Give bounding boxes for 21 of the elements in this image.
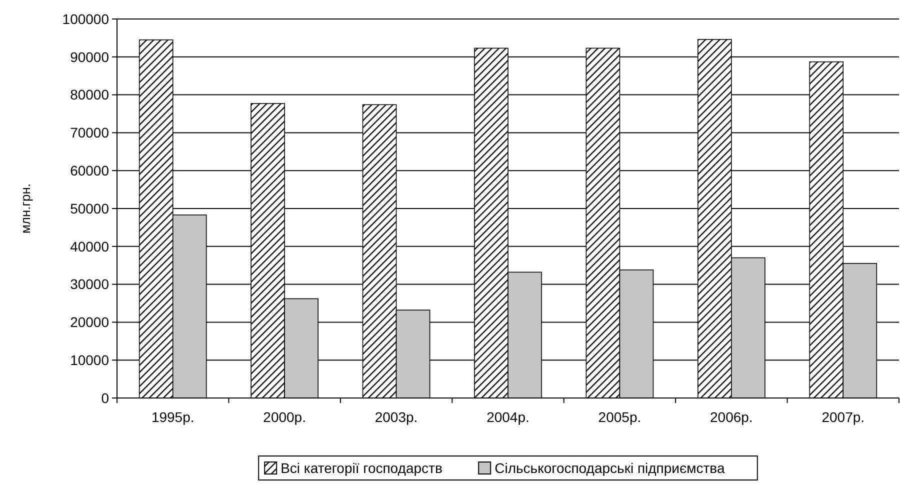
legend-label: Всі категорії господарств (280, 460, 442, 476)
x-tick-label: 2000р. (263, 409, 306, 425)
y-tick-label: 50000 (70, 200, 110, 216)
x-tick-label: 2006р. (710, 409, 753, 425)
y-tick-label: 60000 (70, 162, 110, 178)
x-tick-label: 2004р. (486, 409, 530, 425)
y-axis-title: млн.грн. (18, 183, 33, 234)
legend-label: Сільськогосподарські підприємства (494, 460, 725, 476)
y-tick-label: 20000 (70, 314, 110, 330)
y-tick-label: 90000 (70, 48, 110, 65)
x-tick-label: 2003р. (374, 409, 418, 425)
y-tick-label: 0 (101, 390, 110, 406)
y-tick-label: 30000 (70, 276, 110, 292)
x-tick-label: 2005р. (598, 409, 642, 425)
x-tick-label: 2007р. (822, 409, 865, 425)
y-tick-label: 10000 (70, 352, 110, 368)
y-tick-label: 80000 (70, 86, 110, 103)
y-tick-label: 70000 (70, 124, 110, 141)
x-tick-label: 1995р. (151, 409, 194, 425)
y-tick-label: 40000 (70, 238, 110, 254)
y-tick-label: 100000 (62, 10, 110, 27)
